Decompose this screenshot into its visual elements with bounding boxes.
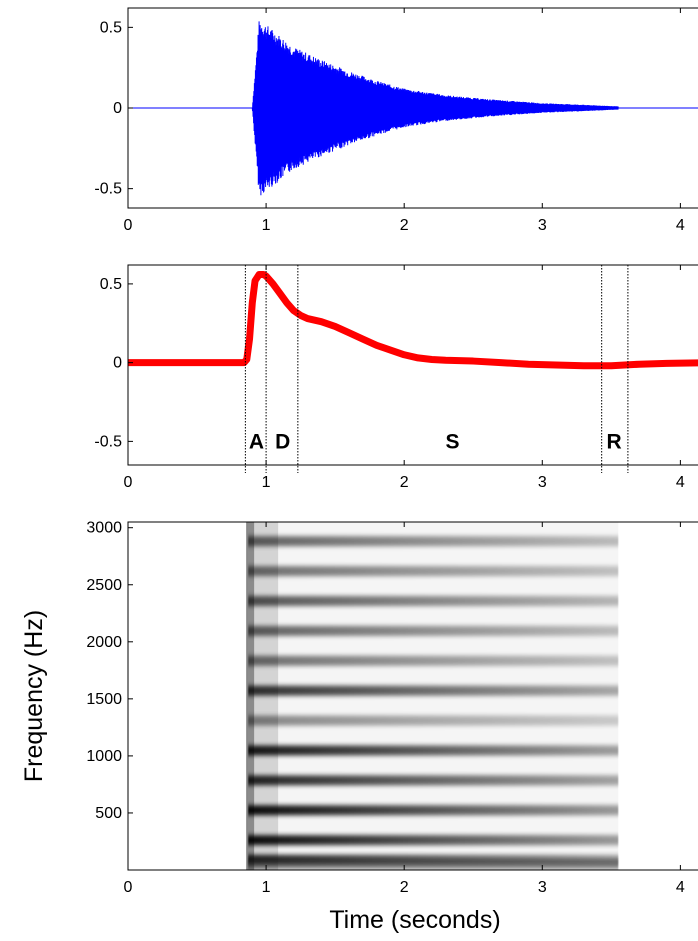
spectrogram-plot-area — [246, 522, 619, 870]
spectrogram-y-tick-label: 2000 — [86, 634, 122, 651]
spectrogram-y-tick-label: 1000 — [86, 748, 122, 765]
waveform-y-tick-label: 0 — [113, 100, 122, 117]
waveform-x-tick-label: 3 — [538, 217, 547, 234]
waveform-x-tick-label: 2 — [400, 217, 409, 234]
envelope-y-tick-label: 0.5 — [100, 276, 122, 293]
harmonic-band — [248, 655, 619, 666]
harmonic-band — [248, 566, 619, 577]
harmonic-band — [248, 775, 619, 786]
x-axis-label: Time (seconds) — [329, 906, 500, 934]
spectrogram-y-tick-label: 1500 — [86, 691, 122, 708]
harmonic-band — [248, 835, 619, 846]
waveform-y-tick-label: 0.5 — [100, 19, 122, 36]
waveform-axes: 0 1 2 3 4 -0.5 0 0.5 — [94, 8, 685, 234]
waveform-x-tick-label: 4 — [676, 217, 685, 234]
spectrogram-x-tick-label: 4 — [676, 879, 685, 896]
envelope-x-tick-label: 1 — [262, 474, 271, 491]
phase-label-d: D — [275, 430, 290, 453]
envelope-axes-frame — [127, 264, 698, 466]
spectrogram-x-tick-label: 3 — [538, 879, 547, 896]
y-axis-label: Frequency (Hz) — [20, 610, 48, 782]
waveform-x-tick-label: 0 — [124, 217, 133, 234]
waveform-panel: 0 1 2 3 4 -0.5 0 0.5 — [94, 7, 698, 234]
phase-label-a: A — [249, 430, 264, 453]
envelope-x-tick-label: 2 — [400, 474, 409, 491]
waveform-signal-line — [251, 21, 619, 196]
spectrogram-x-tick-label: 0 — [124, 879, 133, 896]
harmonic-band — [248, 745, 619, 756]
envelope-x-tick-label: 3 — [538, 474, 547, 491]
spectrogram-y-tick-label: 2500 — [86, 577, 122, 594]
envelope-axes: 0 1 2 3 4 -0.5 0 0.5 — [94, 265, 685, 491]
harmonic-band — [248, 685, 619, 696]
phase-label-s: S — [446, 430, 460, 453]
spectrogram-onset-band — [246, 522, 255, 870]
harmonic-band — [248, 715, 619, 726]
spectrogram-x-tick-label: 1 — [262, 879, 271, 896]
phase-label-r: R — [607, 430, 622, 453]
spectrogram-y-tick-label: 500 — [95, 805, 122, 822]
harmonic-band — [248, 536, 619, 547]
harmonic-band — [248, 625, 619, 636]
waveform-y-tick-label: -0.5 — [94, 181, 122, 198]
envelope-line — [128, 270, 698, 370]
spectrogram-y-tick-label: 3000 — [86, 520, 122, 537]
spectrogram-axes: 0 1 2 3 4 500 1000 1500 2000 2500 3000 — [86, 520, 685, 896]
harmonic-band — [248, 805, 619, 816]
envelope-y-tick-label: 0 — [113, 355, 122, 372]
spectrogram-x-tick-label: 2 — [400, 879, 409, 896]
spectrogram-panel: 0 1 2 3 4 500 1000 1500 2000 2500 3000 Time (secon… — [20, 520, 698, 934]
envelope-x-tick-label: 0 — [124, 474, 133, 491]
waveform-x-tick-label: 1 — [262, 217, 271, 234]
envelope-y-tick-label: -0.5 — [94, 433, 122, 450]
waveform-plot-area — [128, 21, 698, 196]
spectrogram-axes-frame — [127, 521, 698, 871]
harmonic-band — [248, 595, 619, 606]
envelope-x-tick-label: 4 — [676, 474, 685, 491]
spectrogram-low-noise — [248, 859, 619, 870]
